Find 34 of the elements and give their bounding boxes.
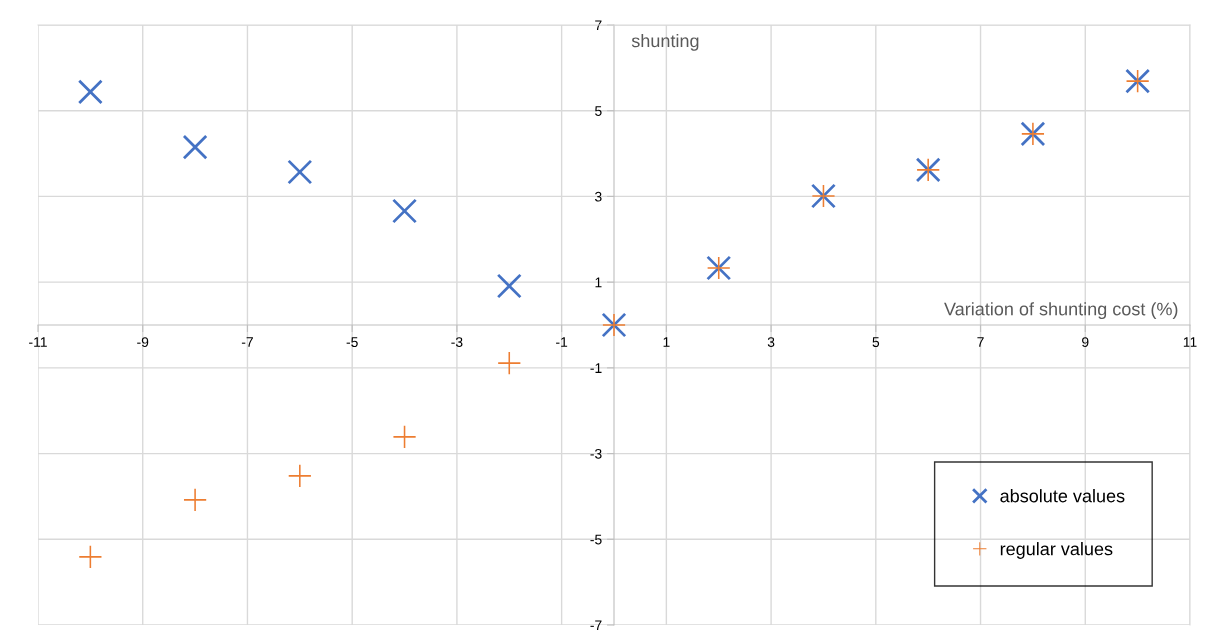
point [183, 488, 207, 511]
legend-label: regular values [1000, 542, 1113, 559]
x-tick-label: 5 [872, 337, 880, 348]
x-tick-label: 7 [977, 337, 984, 347]
point [79, 545, 102, 568]
y-tick-label: 5 [595, 106, 602, 116]
x-tick-label: -3 [451, 337, 463, 348]
y-tick-label: 1 [595, 277, 602, 288]
legend-label: absolute values [1000, 489, 1125, 503]
x-tick-label: -11 [29, 337, 47, 347]
point [496, 273, 522, 299]
x-tick-label: 9 [1082, 337, 1089, 348]
y-tick-label: -1 [590, 363, 602, 373]
point [392, 198, 418, 224]
y-axis-title: shunting [631, 34, 699, 51]
y-tick-label: -5 [590, 534, 602, 545]
x-tick-label: 3 [767, 337, 775, 348]
point [393, 425, 416, 448]
point [288, 464, 311, 487]
x-tick-label: -7 [241, 337, 253, 347]
x-tick-label: 1 [663, 337, 670, 347]
point [77, 79, 103, 105]
y-tick-label: 7 [595, 20, 602, 31]
x-tick-label: -9 [137, 337, 149, 348]
y-tick-label: -7 [590, 620, 602, 631]
point [498, 352, 521, 375]
point [287, 159, 313, 185]
x-tick-label: -1 [556, 337, 568, 347]
y-tick-label: 3 [595, 191, 602, 202]
x-axis-title: Variation of shunting cost (%) [944, 302, 1178, 319]
point [182, 134, 208, 160]
x-tick-label: 11 [1183, 337, 1197, 347]
y-tick-label: -3 [590, 448, 602, 459]
x-tick-label: -5 [346, 337, 358, 348]
